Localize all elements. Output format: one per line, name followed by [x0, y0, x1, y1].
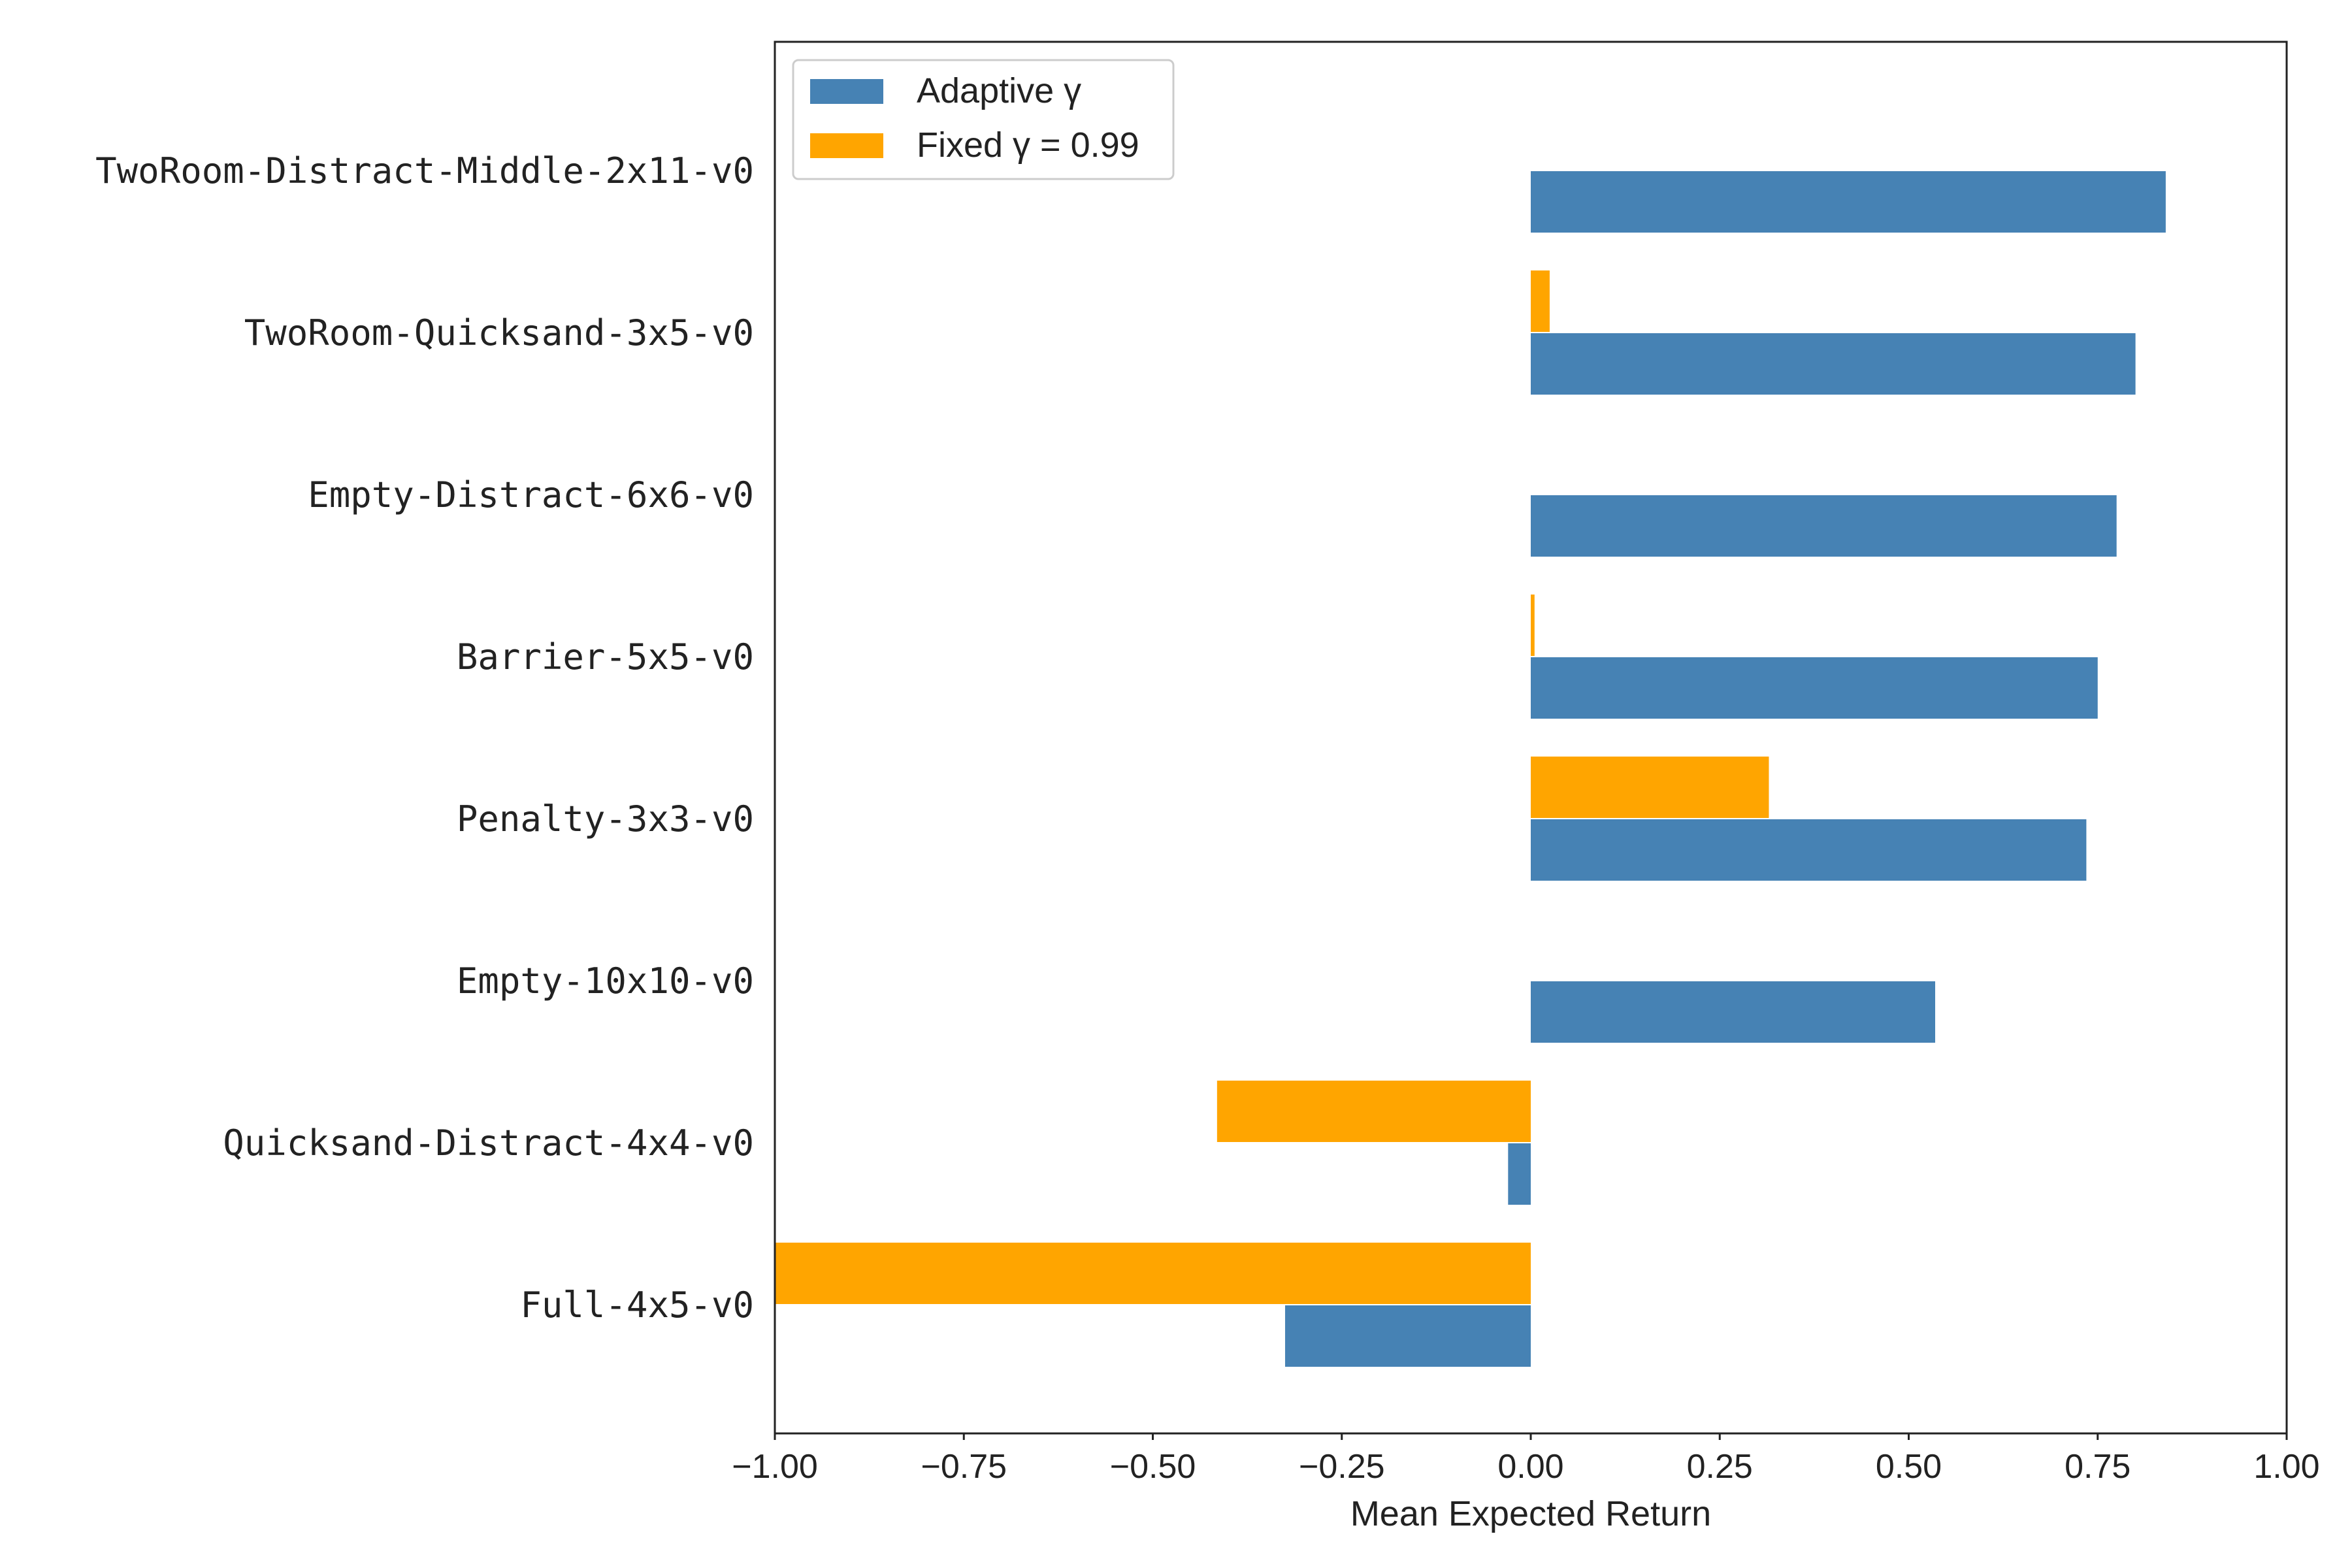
bar-fixed-tworoom-quicksand-3x5-v0: [1531, 270, 1550, 332]
bar-adaptive-empty-10x10-v0: [1531, 981, 1935, 1043]
bar-fixed-penalty-3x3-v0: [1531, 757, 1769, 818]
x-tick-label: −0.25: [1299, 1448, 1385, 1486]
x-tick-label: 0.75: [2065, 1448, 2131, 1486]
x-axis-title: Mean Expected Return: [1350, 1494, 1711, 1533]
bars-layer: [775, 171, 2166, 1367]
x-tick-label: 0.25: [1687, 1448, 1753, 1486]
legend-label-fixed: Fixed γ = 0.99: [917, 125, 1139, 165]
bar-adaptive-quicksand-distract-4x4-v0: [1508, 1143, 1531, 1205]
bar-adaptive-penalty-3x3-v0: [1531, 819, 2087, 881]
category-label-barrier-5x5-v0: Barrier-5x5-v0: [457, 636, 754, 678]
legend-label-adaptive: Adaptive γ: [917, 71, 1081, 110]
legend-box: [792, 59, 1175, 180]
plot-frame: [774, 41, 2288, 1435]
category-label-empty-distract-6x6-v0: Empty-Distract-6x6-v0: [308, 474, 754, 515]
bar-adaptive-full-4x5-v0: [1284, 1305, 1531, 1367]
category-labels: TwoRoom-Distract-Middle-2x11-v0 TwoRoom-Q…: [95, 150, 754, 1326]
legend-swatch-fixed: [810, 133, 883, 158]
x-axis-ticks: −1.00 −0.75 −0.50 −0.25 0.00 0.25 0.50 0.75 1.00: [732, 1433, 2320, 1486]
category-label-tworoom-quicksand-3x5-v0: TwoRoom-Quicksand-3x5-v0: [244, 312, 754, 353]
bar-fixed-full-4x5-v0: [775, 1243, 1531, 1304]
x-tick-label: 1.00: [2253, 1448, 2319, 1486]
category-label-empty-10x10-v0: Empty-10x10-v0: [457, 960, 754, 1002]
bar-adaptive-tworoom-quicksand-3x5-v0: [1531, 333, 2136, 395]
legend: Adaptive γ Fixed γ = 0.99: [792, 59, 1175, 180]
x-tick-label: −0.75: [921, 1448, 1007, 1486]
bar-adaptive-barrier-5x5-v0: [1531, 657, 2098, 719]
category-label-quicksand-distract-4x4-v0: Quicksand-Distract-4x4-v0: [223, 1122, 754, 1164]
x-tick-label: −0.50: [1110, 1448, 1196, 1486]
category-label-penalty-3x3-v0: Penalty-3x3-v0: [457, 798, 754, 840]
bar-adaptive-tworoom-distract-middle-2x11-v0: [1531, 171, 2166, 233]
category-label-full-4x5-v0: Full-4x5-v0: [520, 1284, 754, 1326]
x-tick-label: 0.00: [1497, 1448, 1563, 1486]
bar-fixed-quicksand-distract-4x4-v0: [1217, 1081, 1531, 1142]
legend-swatch-adaptive: [810, 79, 883, 104]
bar-fixed-barrier-5x5-v0: [1531, 595, 1535, 656]
category-label-tworoom-distract-middle-2x11-v0: TwoRoom-Distract-Middle-2x11-v0: [95, 150, 754, 191]
x-tick-label: 0.50: [1876, 1448, 1942, 1486]
bar-adaptive-empty-distract-6x6-v0: [1531, 495, 2117, 557]
x-tick-label: −1.00: [732, 1448, 818, 1486]
